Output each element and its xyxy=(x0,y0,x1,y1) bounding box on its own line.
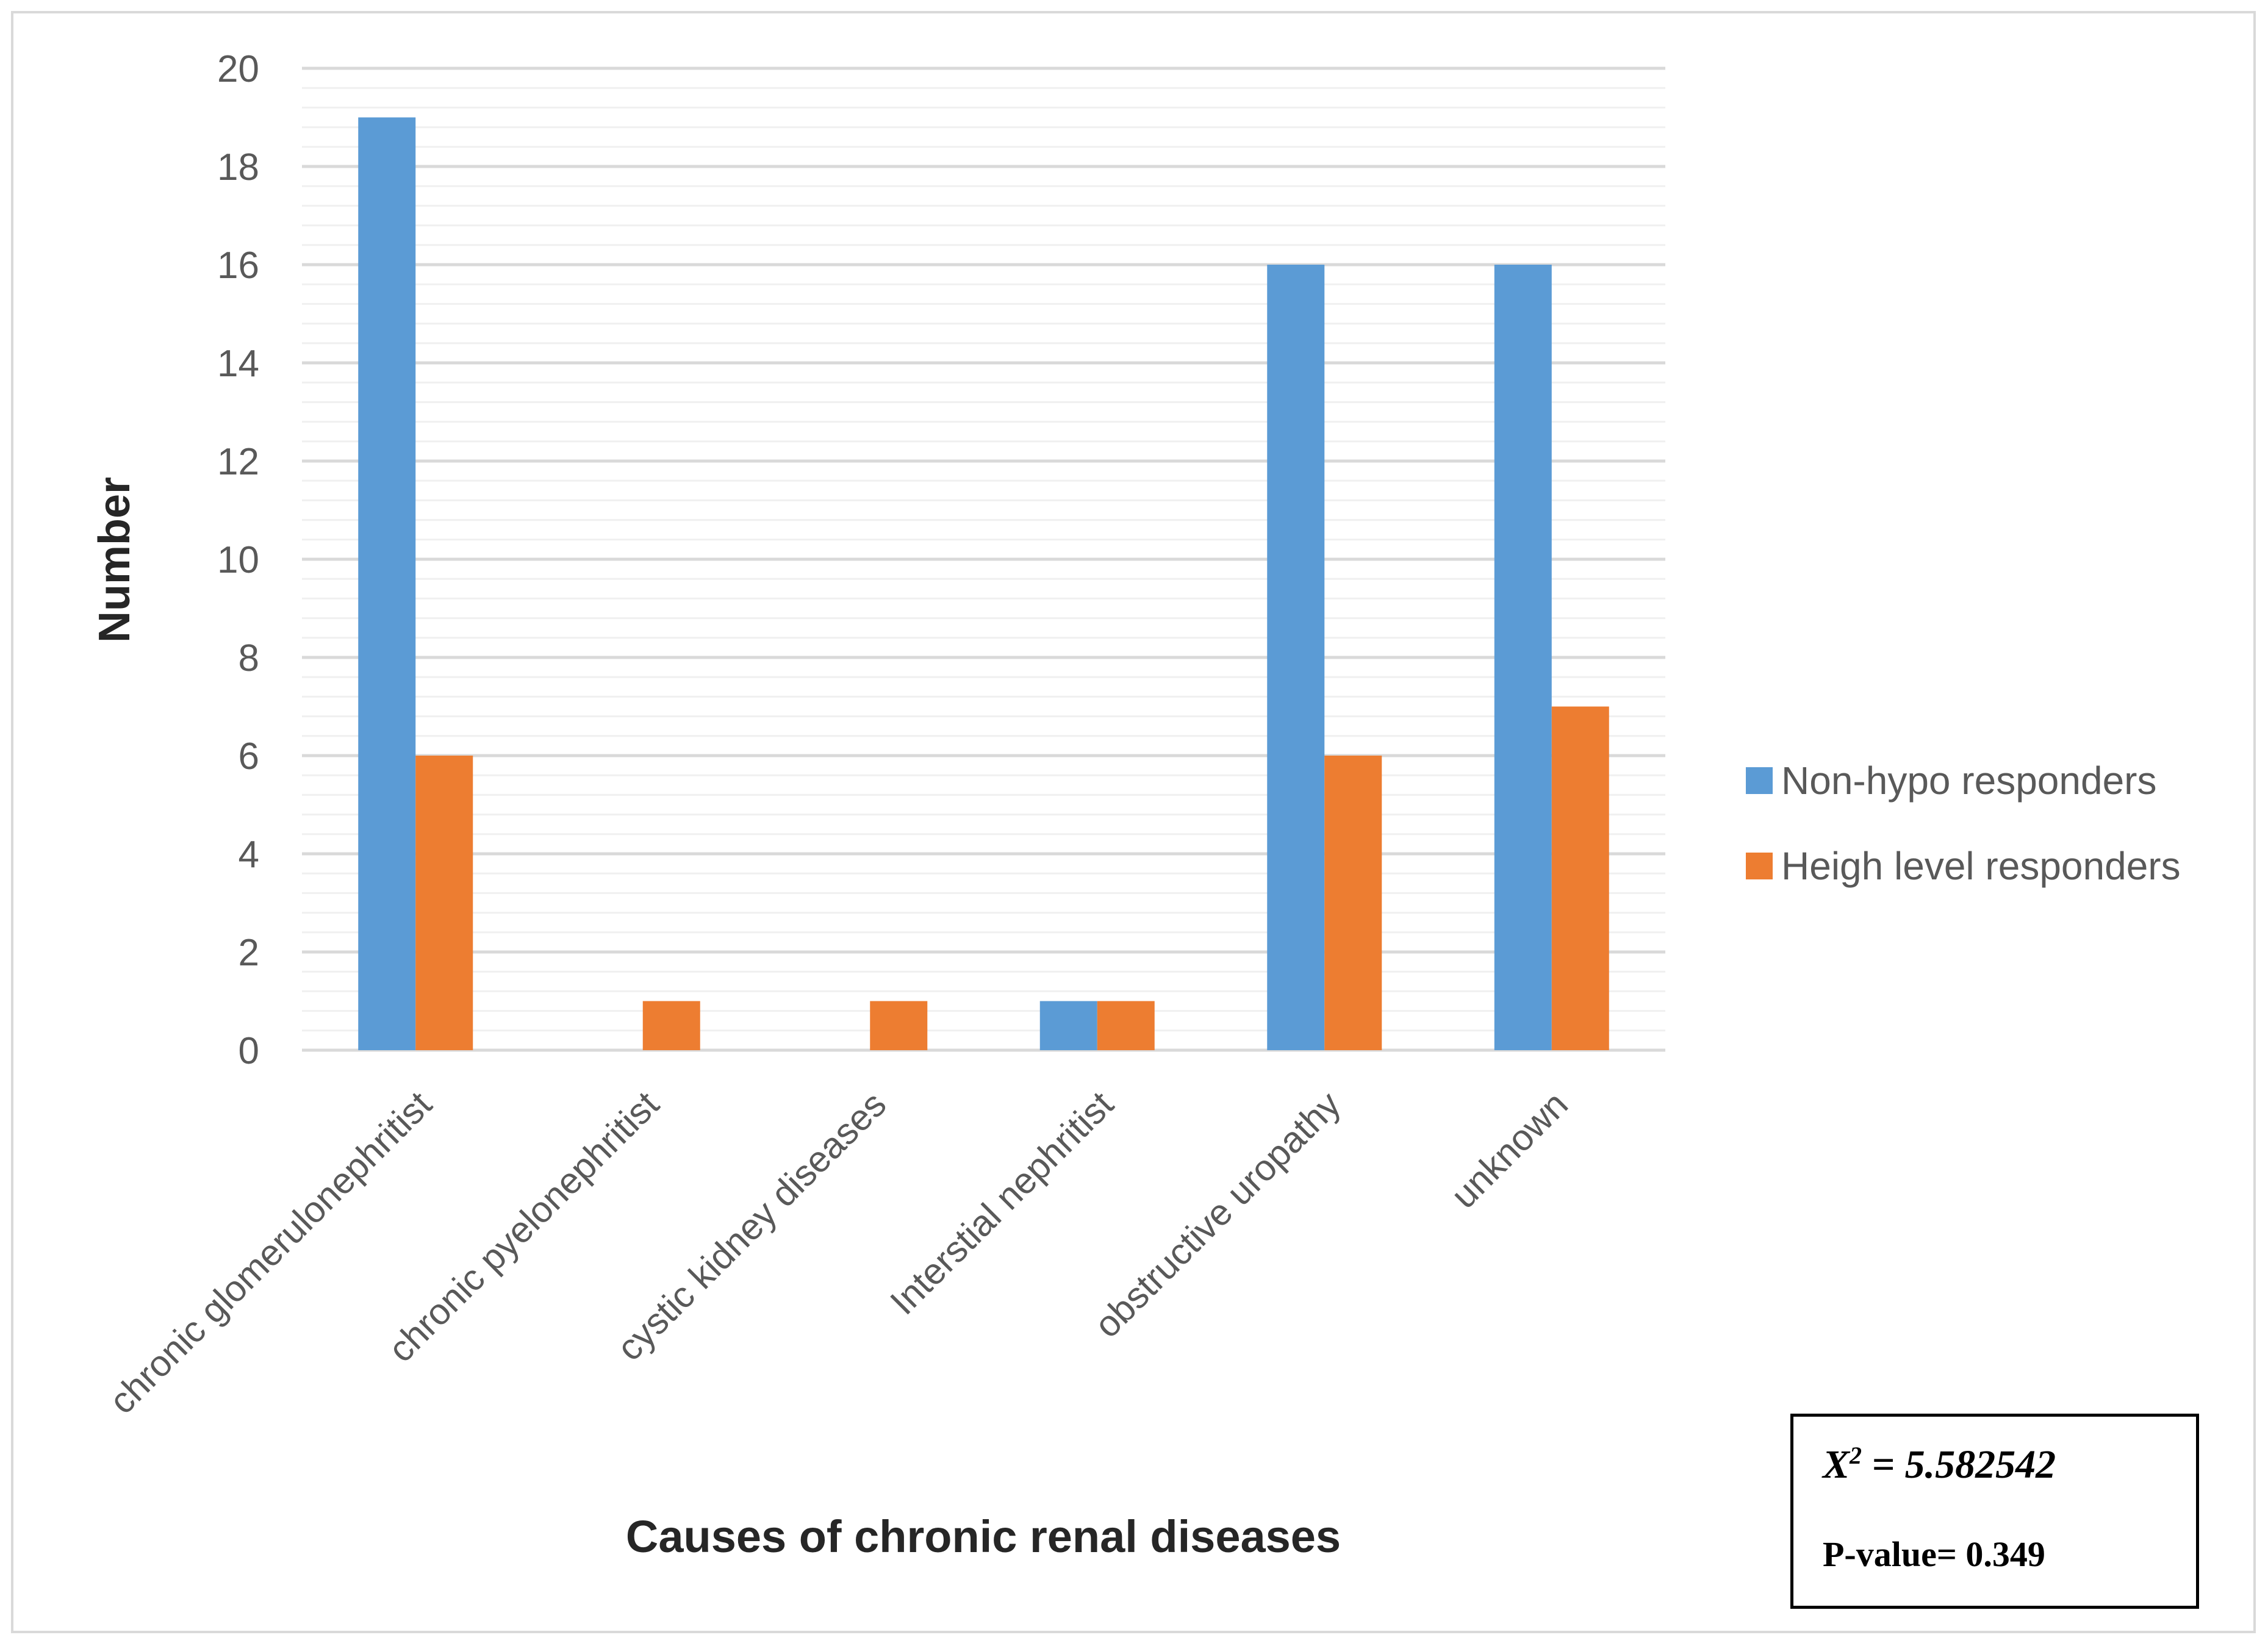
y-tick-label: 2 xyxy=(239,932,259,974)
legend-label: Heigh level responders xyxy=(1781,844,2181,888)
legend-label: Non-hypo responders xyxy=(1781,759,2156,803)
y-tick-label: 12 xyxy=(217,441,259,483)
bar xyxy=(1097,1001,1155,1050)
chi-square-box: X2 = 5.582542 P-value= 0.349 xyxy=(1790,1414,2199,1609)
y-tick-label: 18 xyxy=(217,146,259,188)
y-tick-label: 20 xyxy=(217,48,259,90)
y-tick-label: 4 xyxy=(239,834,259,876)
bar xyxy=(1551,706,1609,1050)
bar xyxy=(358,117,416,1050)
x-axis-title: Causes of chronic renal diseases xyxy=(626,1511,1341,1562)
bar xyxy=(415,756,473,1050)
legend-swatch xyxy=(1746,767,1773,794)
bar xyxy=(1494,265,1552,1050)
y-tick-label: 0 xyxy=(239,1030,259,1072)
bar xyxy=(642,1001,700,1050)
bar xyxy=(1324,756,1382,1050)
chi-square-value: X2 = 5.582542 xyxy=(1823,1442,2056,1487)
y-tick-label: 8 xyxy=(239,637,259,679)
y-tick-label: 16 xyxy=(217,245,259,287)
bar xyxy=(1267,265,1325,1050)
chart-frame xyxy=(11,11,2256,1633)
y-axis-title: Number xyxy=(90,477,139,643)
bar xyxy=(1039,1001,1097,1050)
p-value: P-value= 0.349 xyxy=(1823,1534,2045,1574)
legend-swatch xyxy=(1746,853,1773,879)
x-tick-label: obstructive uropathy xyxy=(1086,1084,1348,1345)
x-tick-label: chronic glomerulonephritist xyxy=(101,1084,440,1422)
y-tick-label: 14 xyxy=(217,343,259,385)
x-tick-label: Interstial nephritist xyxy=(882,1084,1121,1323)
y-tick-label: 6 xyxy=(239,735,259,778)
bar xyxy=(870,1001,928,1050)
y-tick-label: 10 xyxy=(217,539,259,581)
x-tick-label: unknown xyxy=(1443,1084,1576,1216)
